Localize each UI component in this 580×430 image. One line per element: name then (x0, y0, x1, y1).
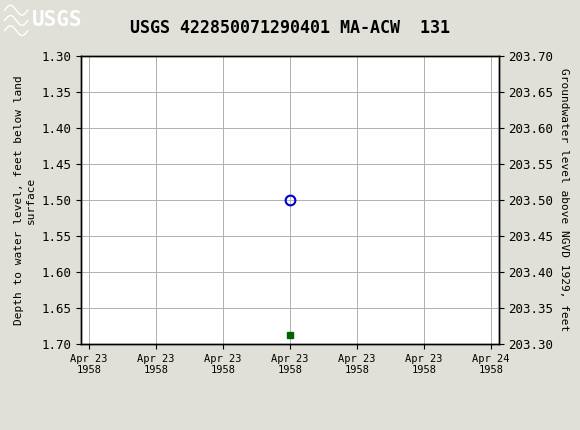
Text: USGS: USGS (32, 10, 82, 31)
Y-axis label: Depth to water level, feet below land
surface: Depth to water level, feet below land su… (14, 75, 36, 325)
Text: USGS 422850071290401 MA-ACW  131: USGS 422850071290401 MA-ACW 131 (130, 19, 450, 37)
Y-axis label: Groundwater level above NGVD 1929, feet: Groundwater level above NGVD 1929, feet (559, 68, 569, 332)
